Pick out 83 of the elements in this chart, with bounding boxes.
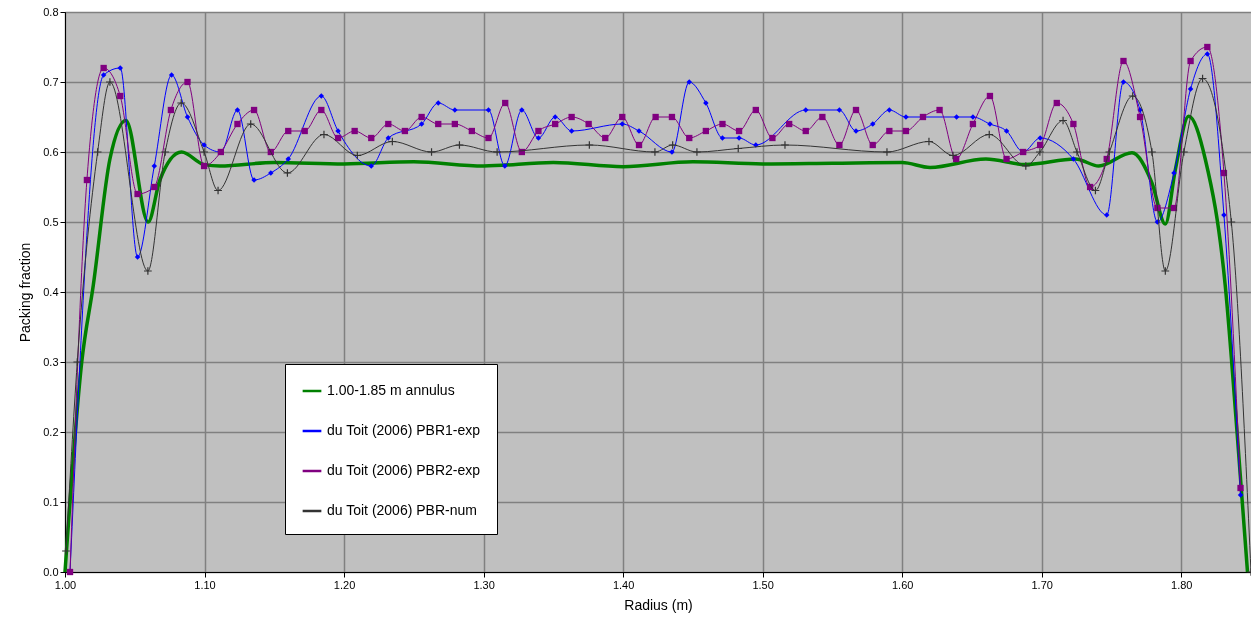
y-tick-label: 0.4 [43, 285, 59, 298]
x-axis-title: Radius (m) [624, 596, 693, 613]
point [1226, 217, 1236, 227]
x-tick-label: 1.30 [473, 578, 495, 591]
point [1103, 212, 1110, 218]
legend-label: du Toit (2006) PBR1-exp [327, 422, 481, 438]
point [1035, 147, 1045, 157]
point [427, 147, 437, 157]
x-tick-label: 1.50 [752, 578, 774, 591]
point [93, 147, 103, 157]
point [199, 147, 209, 157]
x-tick-label: 1.20 [333, 578, 356, 591]
point [213, 186, 223, 195]
point [924, 137, 934, 146]
point [1187, 86, 1194, 92]
legend-label: du Toit (2006) PBR2-exp [327, 462, 481, 478]
point [948, 151, 958, 160]
point [246, 119, 256, 129]
point [184, 114, 191, 120]
y-tick-label: 0.0 [43, 565, 59, 578]
point [668, 140, 678, 150]
x-tick-label: 1.80 [1171, 578, 1193, 591]
point [619, 121, 626, 127]
y-tick-label: 0.5 [43, 215, 59, 228]
point [1179, 147, 1189, 157]
point [692, 147, 702, 157]
y-tick-label: 0.6 [43, 145, 59, 158]
point [418, 121, 425, 127]
x-tick-label: 1.10 [194, 578, 216, 591]
point [886, 107, 893, 113]
point [72, 357, 82, 367]
point [151, 163, 158, 169]
point [168, 72, 175, 78]
y-axis-title: Packing fraction [17, 242, 34, 343]
point [780, 140, 790, 150]
point [234, 107, 241, 113]
point [160, 147, 170, 157]
point [282, 168, 292, 178]
point [105, 77, 115, 87]
point [1120, 79, 1127, 85]
y-tick-label: 0.1 [43, 495, 59, 508]
point [176, 98, 186, 108]
x-tick-label: 1.60 [891, 578, 914, 591]
point [1021, 161, 1031, 171]
point [61, 546, 71, 556]
point [719, 135, 726, 141]
point [836, 107, 843, 113]
y-tick-label: 0.8 [43, 5, 59, 18]
legend-label: 1.00-1.85 m annulus [327, 382, 455, 398]
point [318, 93, 325, 99]
point [143, 266, 153, 276]
point [1072, 147, 1082, 157]
x-tick-label: 1.40 [612, 578, 635, 591]
point [1104, 147, 1114, 157]
legend-label: du Toit (2006) PBR-num [327, 502, 477, 518]
point [454, 140, 464, 150]
point [385, 135, 392, 141]
point [1147, 147, 1157, 157]
point [1058, 116, 1068, 125]
y-tick-label: 0.2 [43, 425, 59, 438]
point [584, 140, 594, 150]
point [568, 128, 575, 134]
point [1003, 128, 1010, 134]
point [134, 254, 141, 260]
point [368, 163, 375, 169]
point [1160, 266, 1170, 276]
point [492, 147, 502, 157]
point [485, 107, 492, 113]
point [882, 147, 892, 157]
x-tick-label: 1.00 [54, 578, 77, 591]
y-tick-label: 0.7 [43, 75, 59, 88]
point [319, 130, 329, 139]
point [100, 72, 107, 78]
point [953, 114, 960, 120]
point [650, 147, 660, 157]
point [1204, 51, 1211, 57]
point [1070, 156, 1077, 162]
point [1237, 492, 1244, 498]
point [1128, 91, 1138, 101]
x-tick-label: 1.70 [1031, 578, 1053, 591]
point [870, 121, 876, 127]
y-tick-label: 0.3 [43, 355, 59, 368]
point [535, 135, 542, 141]
